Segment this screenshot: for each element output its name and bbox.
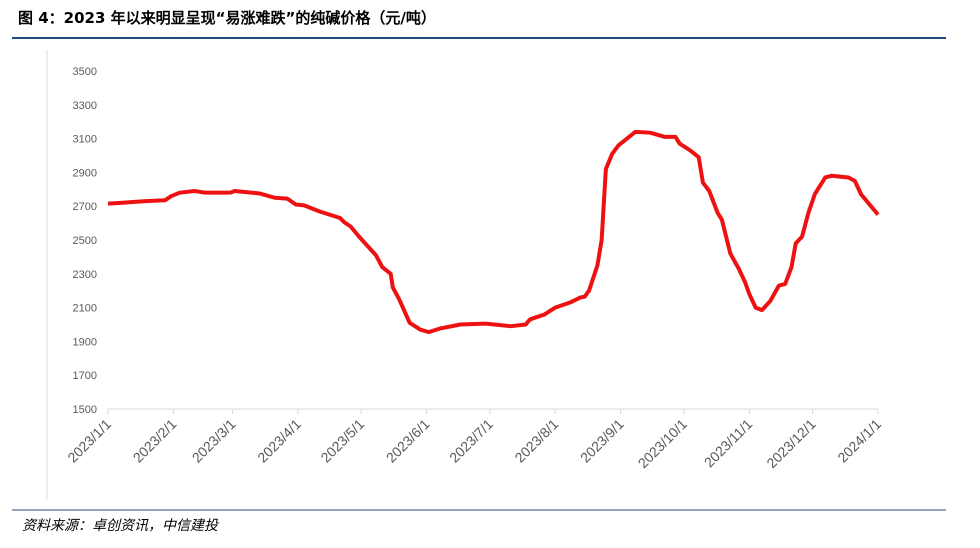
x-tick-label: 2023/12/1 (763, 416, 819, 472)
x-tick-label: 2023/8/1 (512, 416, 562, 466)
y-tick-label: 3100 (73, 134, 97, 146)
price-line (107, 129, 880, 335)
y-tick-label: 2100 (73, 303, 97, 315)
y-tick-label: 3500 (73, 66, 97, 78)
x-tick-label: 2023/9/1 (577, 416, 627, 466)
y-tick-label: 2500 (73, 235, 97, 247)
y-tick-label: 1900 (73, 336, 97, 348)
source-note: 资料来源：卓创资讯，中信建投 (22, 518, 220, 534)
chart-title: 图 4：2023 年以来明显呈现“易涨难跌”的纯碱价格（元/吨） (18, 9, 436, 27)
x-tick-label: 2023/11/1 (701, 416, 756, 471)
y-tick-label: 2700 (73, 201, 97, 213)
y-tick-label: 1700 (73, 370, 97, 382)
y-tick-label: 2900 (73, 167, 97, 179)
y-tick-label: 3300 (73, 100, 97, 112)
x-tick-label: 2023/7/1 (446, 416, 496, 466)
x-tick-label: 2024/1/1 (834, 416, 884, 466)
x-tick-label: 2023/2/1 (130, 416, 180, 466)
x-tick-label: 2023/5/1 (317, 416, 367, 466)
y-tick-label: 1500 (73, 404, 97, 416)
x-tick-label: 2023/4/1 (254, 416, 304, 466)
x-tick-label: 2023/10/1 (635, 416, 691, 472)
x-tick-label: 2023/3/1 (189, 416, 239, 466)
x-tick-label: 2023/1/1 (64, 416, 114, 466)
y-tick-label: 2300 (73, 269, 97, 281)
x-tick-label: 2023/6/1 (383, 416, 433, 466)
